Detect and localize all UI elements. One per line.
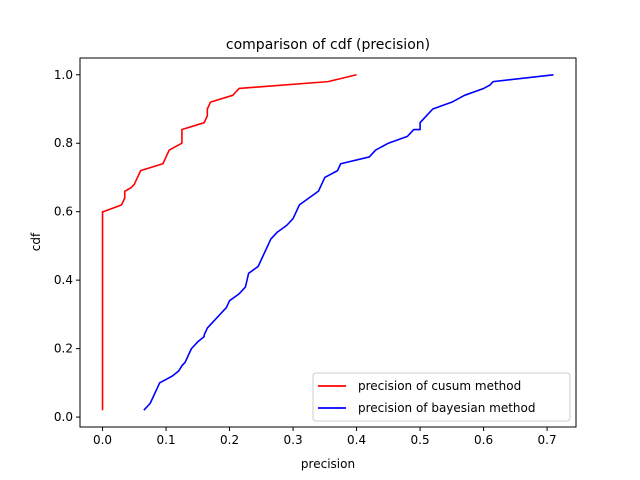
plot-area-frame — [79, 57, 577, 428]
y-tick-label: 0.2 — [54, 342, 73, 356]
x-axis-title: precision — [301, 457, 355, 471]
x-tick-label: 0.1 — [157, 433, 176, 447]
x-tick-label: 0.2 — [220, 433, 239, 447]
x-tick-label: 0.7 — [538, 433, 557, 447]
y-tick-label: 1.0 — [54, 68, 73, 82]
x-tick-label: 0.0 — [93, 433, 112, 447]
bayesian-series-line — [143, 73, 554, 411]
series-layer — [101, 73, 554, 411]
chart-title: comparison of cdf (precision) — [226, 37, 430, 53]
legend-label-cusum: precision of cusum method — [358, 379, 521, 393]
cusum-series-line — [101, 73, 357, 411]
x-tick-label: 0.3 — [284, 433, 303, 447]
legend-box — [312, 372, 571, 422]
y-tick-label: 0.6 — [54, 205, 73, 219]
x-tick-label: 0.5 — [411, 433, 430, 447]
legend: precision of cusum method precision of b… — [312, 372, 571, 422]
y-axis-title: cdf — [29, 232, 43, 251]
x-tick-label: 0.6 — [474, 433, 493, 447]
x-tick-label: 0.4 — [347, 433, 366, 447]
y-tick-label: 0.0 — [54, 410, 73, 424]
y-tick-label: 0.4 — [54, 273, 73, 287]
tick-layer: 0.0 0.1 0.2 0.3 0.4 0.5 0.6 0.7 0.0 0.2 0.4 0.6 0.8 1… — [54, 68, 557, 447]
y-tick-label: 0.8 — [54, 136, 73, 150]
legend-label-bayesian: precision of bayesian method — [358, 401, 536, 415]
